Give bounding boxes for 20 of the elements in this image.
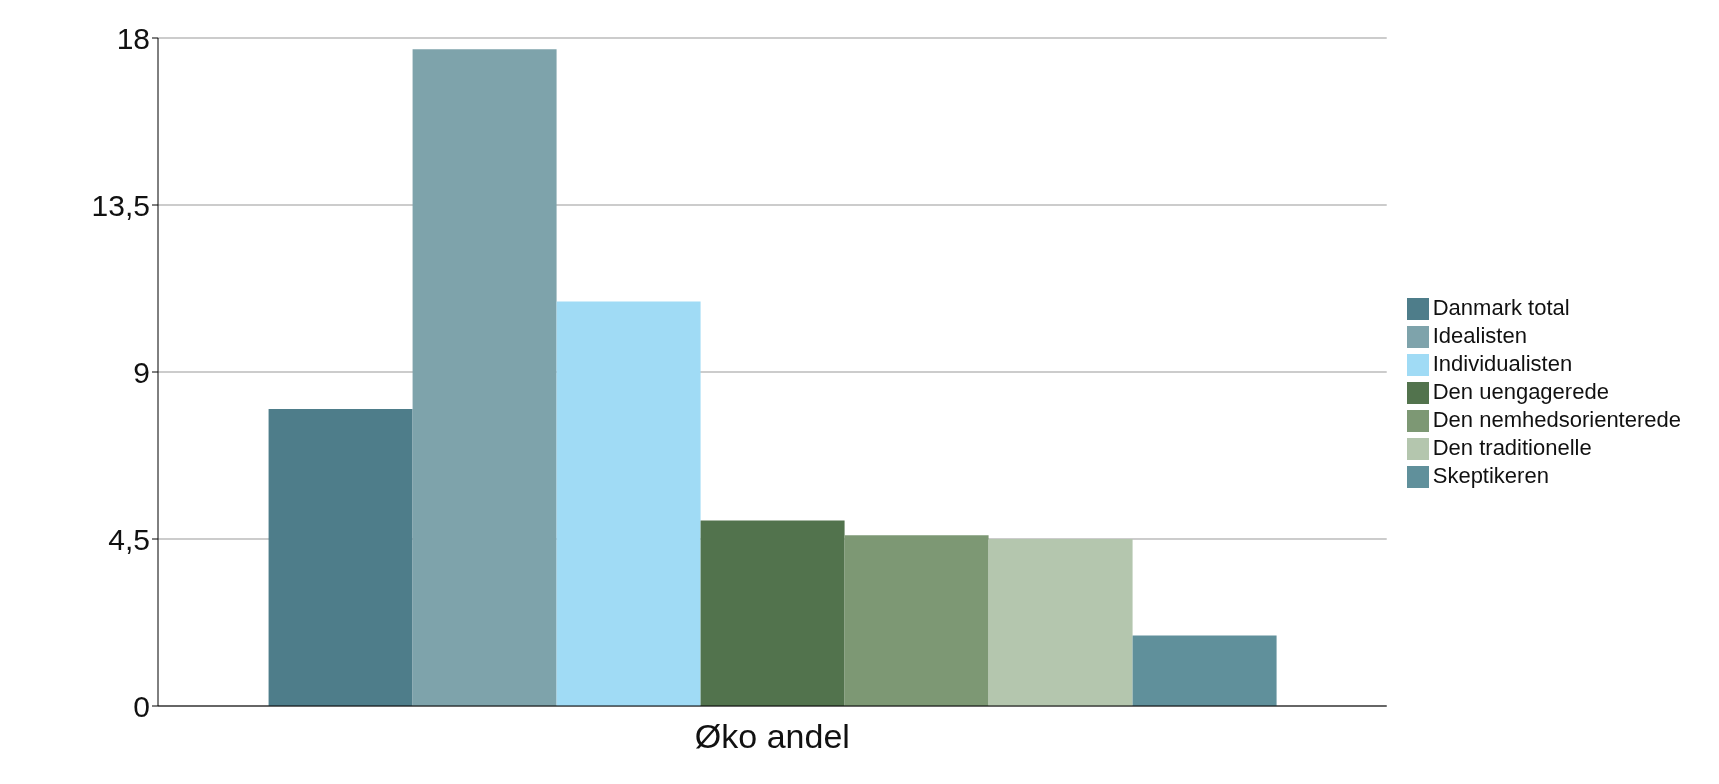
bar <box>268 409 413 706</box>
y-tick-label: 9 <box>133 355 150 389</box>
legend-label: Individualisten <box>1432 351 1573 376</box>
bar <box>700 520 845 706</box>
y-tick-label: 13,5 <box>91 188 150 222</box>
legend-label: Danmark total <box>1432 295 1570 320</box>
legend-label: Den traditionelle <box>1432 435 1592 460</box>
bar <box>1132 635 1277 706</box>
bar <box>556 301 701 706</box>
y-tick-label: 18 <box>116 21 150 55</box>
bar <box>412 49 557 706</box>
bar <box>988 539 1133 706</box>
legend-label: Den nemhedsorienterede <box>1432 407 1681 432</box>
bar <box>844 535 989 706</box>
legend-label: Idealisten <box>1432 323 1527 348</box>
y-tick-label: 4,5 <box>108 522 150 556</box>
legend-label: Skeptikeren <box>1432 463 1549 488</box>
legend-label: Den uengagerede <box>1432 379 1609 404</box>
x-tick-label: Øko andel <box>694 717 850 756</box>
y-tick-label: 0 <box>133 689 150 723</box>
